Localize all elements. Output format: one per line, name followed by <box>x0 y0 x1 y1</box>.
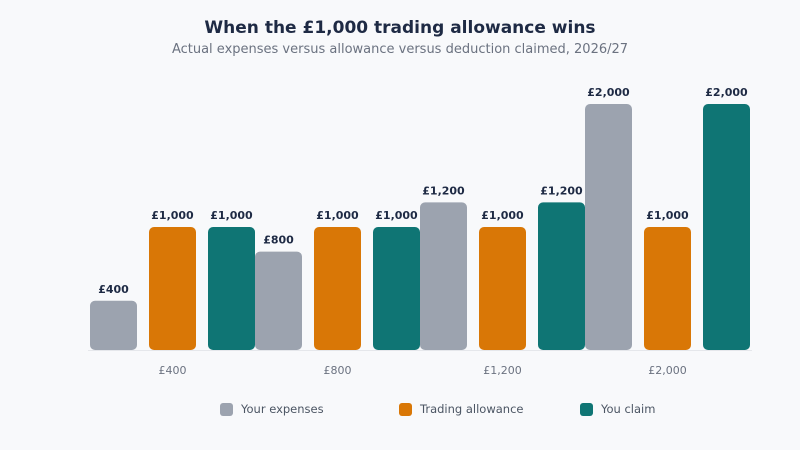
data-label: £1,200 <box>540 184 583 197</box>
data-label: £2,000 <box>587 86 630 99</box>
data-label: £1,000 <box>375 209 418 222</box>
bar <box>255 251 302 350</box>
bar <box>585 104 632 350</box>
data-label: £1,000 <box>210 209 253 222</box>
x-tick-label: £1,200 <box>483 364 522 377</box>
bar <box>420 202 467 350</box>
legend-swatch <box>580 402 593 416</box>
data-label: £1,000 <box>646 209 689 222</box>
x-tick-label: £2,000 <box>648 364 687 377</box>
bar <box>90 300 137 350</box>
x-tick-label: £400 <box>159 364 187 377</box>
data-label: £400 <box>98 283 129 296</box>
bar <box>149 227 196 350</box>
bar <box>703 104 750 350</box>
data-label: £1,000 <box>316 209 359 222</box>
chart-title: When the £1,000 trading allowance wins <box>204 18 596 38</box>
chart-subtitle: Actual expenses versus allowance versus … <box>171 42 629 57</box>
bar <box>314 227 361 350</box>
data-label: £1,000 <box>151 209 194 222</box>
bar <box>373 227 420 350</box>
bar <box>538 202 585 350</box>
x-tick-label: £800 <box>324 364 352 377</box>
legend-swatch <box>399 402 412 416</box>
data-label: £1,200 <box>422 184 465 197</box>
bar <box>479 227 526 350</box>
legend-swatch <box>220 402 233 416</box>
legend-item: You claim <box>580 402 655 416</box>
data-label: £800 <box>263 234 294 247</box>
legend-item: Your expenses <box>220 402 324 416</box>
legend-label: You claim <box>601 402 656 416</box>
data-label: £1,000 <box>481 209 524 222</box>
data-label: £2,000 <box>705 86 748 99</box>
legend: Your expenses Trading allowance You claim <box>0 402 800 420</box>
legend-item: Trading allowance <box>399 402 523 416</box>
legend-label: Your expenses <box>241 402 324 416</box>
bar <box>644 227 691 350</box>
legend-label: Trading allowance <box>420 402 524 416</box>
bar <box>208 227 255 350</box>
